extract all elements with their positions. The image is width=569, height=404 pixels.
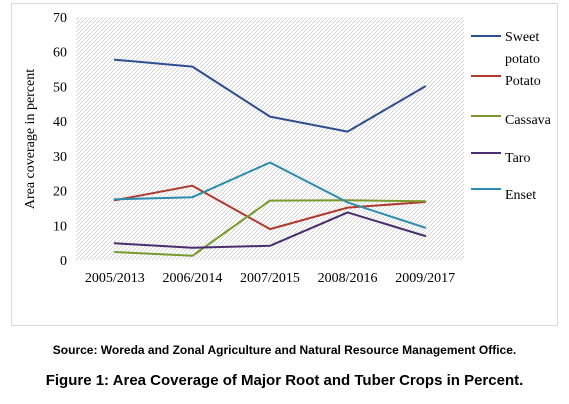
- series-line: [113, 211, 427, 249]
- y-tick-label: 30: [53, 150, 67, 165]
- x-tick-label: 2005/2013: [85, 271, 145, 286]
- legend-item: Enset: [471, 188, 536, 203]
- plot-area: [76, 17, 464, 260]
- y-axis-title: Area coverage in percent: [23, 69, 38, 209]
- x-tick-label: 2009/2017: [395, 271, 455, 286]
- y-tick-label: 70: [53, 11, 67, 26]
- series-line: [113, 184, 427, 231]
- series-line: [113, 199, 427, 257]
- legend-label: Taro: [505, 151, 530, 166]
- y-tick-label: 10: [53, 219, 67, 234]
- legend-label: Potato: [505, 74, 541, 89]
- y-tick-label: 20: [53, 185, 67, 200]
- legend-item: Cassava: [471, 113, 552, 128]
- legend-label: Sweet: [505, 30, 539, 45]
- legend-item: Sweet potato: [471, 30, 540, 67]
- x-tick-label: 2008/2016: [318, 271, 378, 286]
- y-tick-label: 40: [53, 115, 67, 130]
- legend-item: Taro: [471, 151, 530, 166]
- x-tick-label: 2006/2014: [162, 271, 222, 286]
- legend-item: Potato: [471, 74, 541, 89]
- y-tick-label: 0: [60, 254, 67, 269]
- y-tick-label: 60: [53, 46, 67, 61]
- x-tick-label: 2007/2015: [240, 271, 300, 286]
- legend-label: Cassava: [505, 113, 552, 128]
- legend-label: Enset: [505, 188, 536, 203]
- series-line: [113, 58, 427, 133]
- line-chart: 0 10 20 30 40 50 60 70 2005/2013 2006/2014 2007/2…: [23, 11, 552, 286]
- legend-label: potato: [505, 52, 540, 67]
- series-line: [113, 161, 427, 229]
- y-tick-label: 50: [53, 80, 67, 95]
- figure-caption: Figure 1: Area Coverage of Major Root an…: [45, 372, 524, 389]
- source-note: Source: Woreda and Zonal Agriculture and…: [52, 343, 517, 357]
- chart-frame: 0 10 20 30 40 50 60 70 2005/2013 2006/2014 2007/2…: [11, 3, 558, 326]
